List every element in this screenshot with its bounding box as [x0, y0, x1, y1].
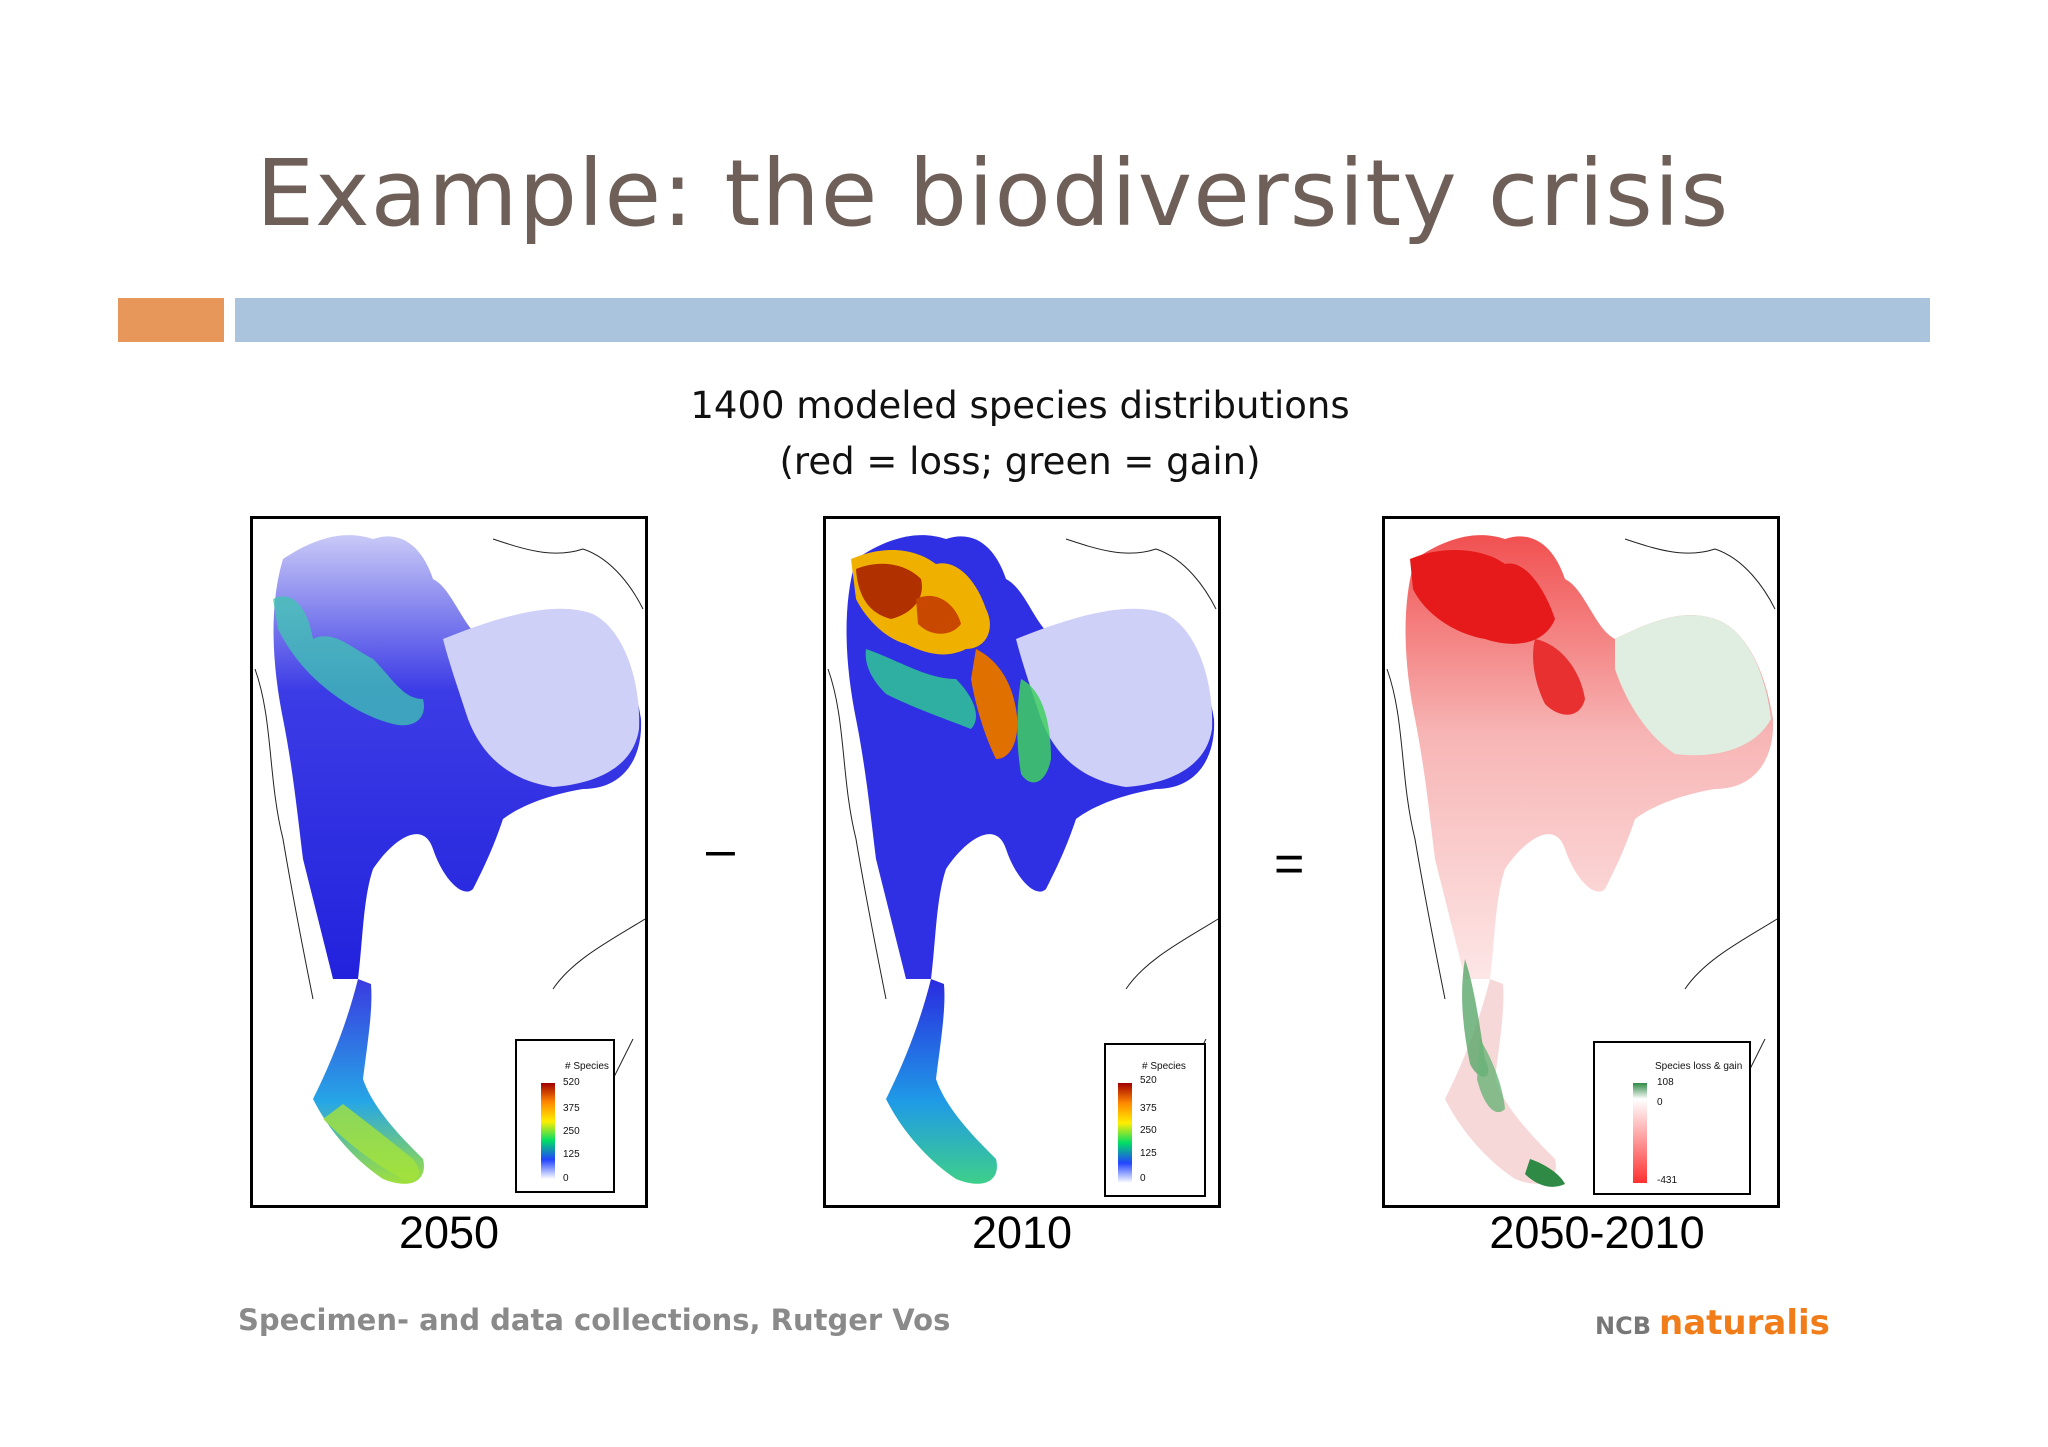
slide-title: Example: the biodiversity crisis	[256, 140, 1730, 247]
legend-tick: 375	[1140, 1103, 1157, 1114]
subtitle-line-1: 1400 modeled species distributions	[690, 384, 1350, 427]
legend-color-scale	[541, 1083, 555, 1179]
legend-2010: # Species 520 375 250 125 0	[1104, 1043, 1206, 1197]
panel-label-2010: 2010	[971, 1207, 1073, 1258]
legend-tick: 375	[563, 1103, 580, 1114]
legend-tick: 0	[1140, 1173, 1146, 1184]
accent-bar	[118, 298, 224, 342]
title-underline-bar	[235, 298, 1930, 342]
map-panel-2050: # Species 520 375 250 125 0	[250, 516, 648, 1208]
legend-tick: 520	[563, 1077, 580, 1088]
legend-tick: 108	[1657, 1077, 1674, 1088]
panel-label-2050: 2050	[398, 1207, 500, 1258]
logo-name: naturalis	[1659, 1303, 1830, 1343]
subtitle: 1400 modeled species distributions (red …	[0, 378, 2040, 490]
legend-2050: # Species 520 375 250 125 0	[515, 1039, 615, 1193]
minus-operator: –	[706, 821, 735, 879]
legend-tick: 125	[1140, 1148, 1157, 1159]
subtitle-line-2: (red = loss; green = gain)	[779, 440, 1261, 483]
footer-text: Specimen- and data collections, Rutger V…	[238, 1303, 951, 1337]
map-2050-image	[254, 535, 645, 1184]
logo-prefix: NCB	[1595, 1312, 1651, 1340]
panel-label-difference: 2050-2010	[1489, 1207, 1705, 1258]
legend-title: # Species	[565, 1061, 609, 1072]
legend-difference: Species loss & gain 108 0 -431	[1593, 1041, 1751, 1195]
map-panel-2010: # Species 520 375 250 125 0	[823, 516, 1221, 1208]
legend-tick: 250	[1140, 1125, 1157, 1136]
legend-tick: 0	[563, 1173, 569, 1184]
naturalis-logo: NCB naturalis	[1595, 1303, 1830, 1343]
legend-tick: 125	[563, 1149, 580, 1160]
legend-color-scale	[1118, 1083, 1132, 1183]
legend-tick: 520	[1140, 1075, 1157, 1086]
legend-tick: 0	[1657, 1097, 1663, 1108]
legend-tick: 250	[563, 1126, 580, 1137]
equals-operator: =	[1274, 835, 1305, 893]
legend-title: Species loss & gain	[1655, 1061, 1743, 1072]
legend-tick: -431	[1657, 1175, 1678, 1186]
map-difference-image	[1386, 535, 1777, 1187]
map-2010-image	[827, 535, 1218, 1184]
map-panel-difference: Species loss & gain 108 0 -431	[1382, 516, 1780, 1208]
legend-color-scale	[1633, 1083, 1647, 1183]
legend-title: # Species	[1142, 1061, 1186, 1072]
